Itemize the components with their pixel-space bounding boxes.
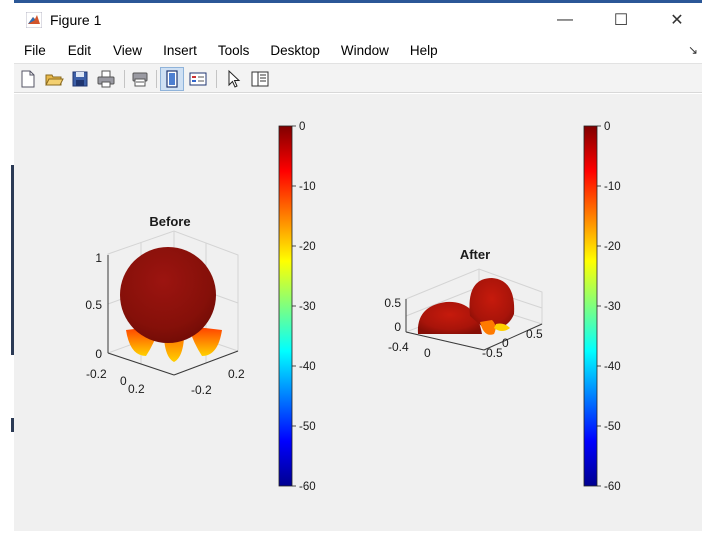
print-preview-icon[interactable]	[130, 69, 150, 89]
after-small-lobe-yellow	[494, 323, 510, 331]
after-lobe-left	[417, 301, 482, 334]
svg-text:-0.2: -0.2	[191, 383, 212, 397]
open-file-icon[interactable]	[44, 69, 64, 89]
menu-view[interactable]: View	[113, 42, 143, 58]
svg-text:-20: -20	[604, 241, 621, 253]
matlab-icon	[26, 12, 42, 28]
close-icon: ✕	[670, 12, 684, 29]
svg-text:0: 0	[120, 374, 127, 388]
svg-text:0.2: 0.2	[128, 382, 145, 396]
after-tick-labels: 0.5 0 -0.4 0 -0.5 0 0.5	[384, 296, 543, 360]
after-plot: After 0.5 0 -0.4 0	[384, 247, 543, 360]
after-colorbar-bar	[583, 125, 598, 487]
before-colorbar-ticks	[292, 125, 296, 487]
after-lobe-right	[469, 278, 515, 330]
property-editor-icon[interactable]	[250, 69, 270, 89]
after-colorbar-ticks	[597, 125, 601, 487]
figure-canvas[interactable]: Before 1 0.5 0	[14, 94, 702, 531]
background-window-bar	[11, 418, 14, 432]
svg-text:0.5: 0.5	[384, 296, 401, 310]
toolbar-separator	[156, 70, 157, 88]
figure-svg: Before 1 0.5 0	[85, 121, 621, 493]
svg-text:0: 0	[502, 336, 509, 350]
svg-text:-10: -10	[604, 181, 621, 193]
menu-file[interactable]: File	[24, 42, 46, 58]
after-axes	[405, 299, 543, 351]
svg-text:-60: -60	[299, 481, 316, 493]
svg-text:-30: -30	[604, 301, 621, 313]
after-small-lobe	[480, 320, 496, 335]
before-tick-labels: 1 0.5 0 -0.2 0 0.2 0.2 -0.2	[85, 251, 245, 397]
svg-text:-60: -60	[604, 481, 621, 493]
svg-text:0: 0	[394, 320, 401, 334]
svg-text:-50: -50	[299, 421, 316, 433]
svg-text:0.2: 0.2	[228, 367, 245, 381]
before-title: Before	[149, 214, 190, 229]
svg-text:-40: -40	[604, 361, 621, 373]
svg-text:0: 0	[424, 346, 431, 360]
after-title: After	[460, 247, 490, 262]
svg-text:-40: -40	[299, 361, 316, 373]
menu-edit[interactable]: Edit	[67, 42, 92, 58]
svg-text:-10: -10	[299, 181, 316, 193]
pointer-icon[interactable]	[224, 69, 244, 89]
window-title: Figure 1	[50, 12, 102, 28]
window-top-border	[0, 0, 702, 3]
svg-text:-0.4: -0.4	[388, 340, 409, 354]
svg-text:-50: -50	[604, 421, 621, 433]
before-plot: Before 1 0.5 0	[85, 214, 245, 397]
before-colorbar-labels: 0 -10 -20 -30 -40 -50 -60	[299, 121, 316, 493]
minimize-button[interactable]: —	[542, 5, 588, 35]
background-window-edge	[0, 0, 14, 531]
colorbar-icon[interactable]	[162, 69, 182, 89]
toolbar	[14, 63, 702, 93]
svg-text:-0.2: -0.2	[86, 367, 107, 381]
menu-window[interactable]: Window	[340, 42, 389, 58]
svg-text:0: 0	[604, 121, 610, 133]
toolbar-separator	[216, 70, 217, 88]
menu-help[interactable]: Help	[409, 42, 438, 58]
menu-bar: File Edit View Insert Tools Desktop Wind…	[14, 37, 702, 63]
maximize-icon: ☐	[613, 12, 629, 29]
svg-text:0.5: 0.5	[526, 327, 543, 341]
menu-insert[interactable]: Insert	[163, 42, 197, 58]
svg-text:0.5: 0.5	[85, 298, 102, 312]
save-icon[interactable]	[70, 69, 90, 89]
svg-text:0: 0	[299, 121, 305, 133]
legend-icon[interactable]	[188, 69, 208, 89]
svg-text:0: 0	[95, 347, 102, 361]
svg-text:1: 1	[95, 251, 102, 265]
after-colorbar-labels: 0 -10 -20 -30 -40 -50 -60	[604, 121, 621, 493]
svg-text:-0.5: -0.5	[482, 346, 503, 360]
menu-tools[interactable]: Tools	[217, 42, 250, 58]
before-axes	[107, 255, 239, 376]
background-window-bar	[11, 165, 14, 355]
before-colorbar-bar	[278, 125, 293, 487]
menu-overflow-icon[interactable]: ↘	[687, 43, 698, 57]
svg-text:-20: -20	[299, 241, 316, 253]
new-figure-icon[interactable]	[18, 69, 38, 89]
print-icon[interactable]	[96, 69, 116, 89]
menu-desktop[interactable]: Desktop	[270, 42, 320, 58]
before-main-lobe	[120, 247, 216, 343]
minimize-icon: —	[557, 11, 573, 28]
before-colorbar: 0 -10 -20 -30 -40 -50 -60	[278, 121, 316, 493]
svg-text:-30: -30	[299, 301, 316, 313]
toolbar-separator	[124, 70, 125, 88]
close-button[interactable]: ✕	[654, 5, 700, 35]
maximize-button[interactable]: ☐	[598, 5, 644, 35]
after-colorbar: 0 -10 -20 -30 -40 -50 -60	[583, 121, 621, 493]
title-bar: Figure 1 — ☐ ✕	[14, 3, 702, 37]
